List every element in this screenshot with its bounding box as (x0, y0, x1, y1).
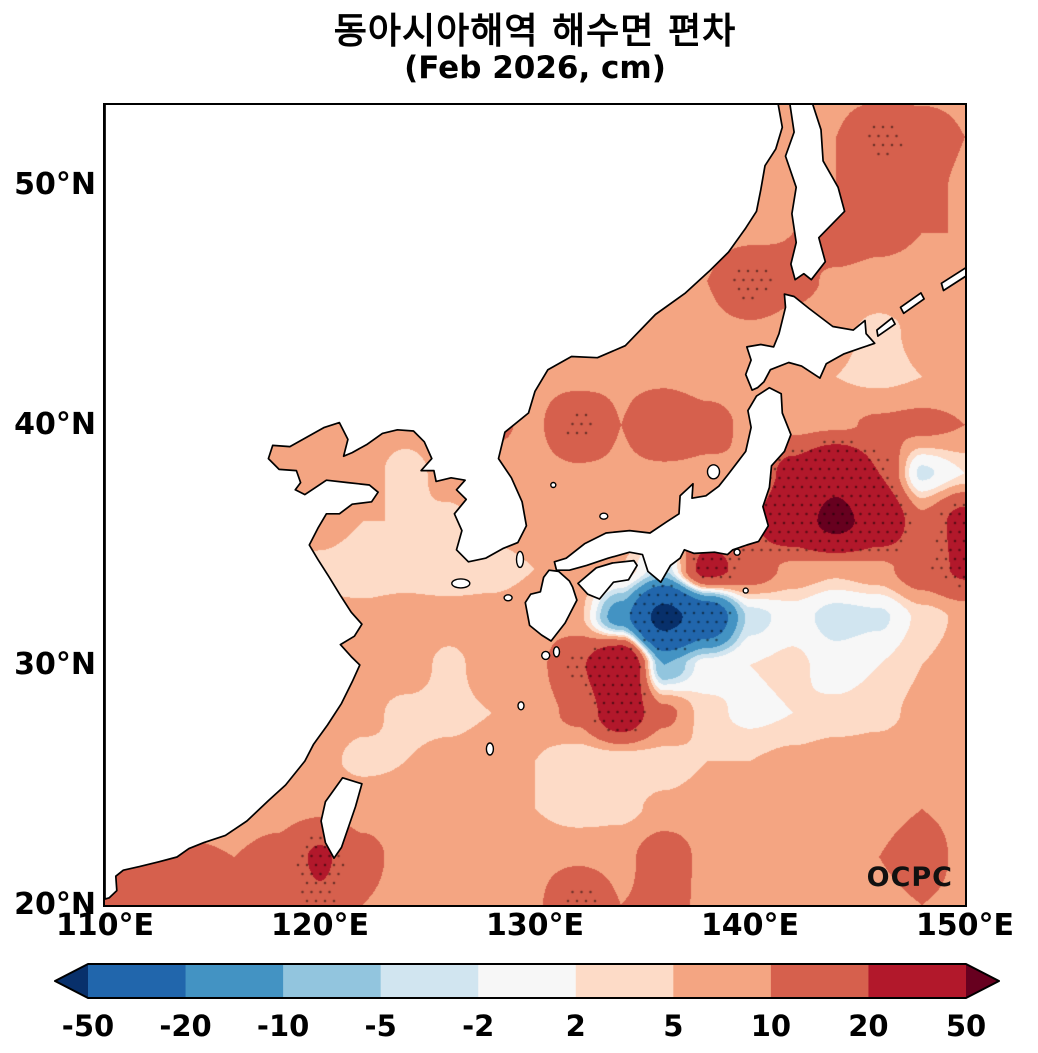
colorbar-tick-label: -10 (257, 1009, 309, 1043)
small-island (733, 548, 741, 556)
small-island (503, 594, 513, 602)
colorbar-segment (88, 964, 187, 998)
colorbar-segment (283, 964, 382, 998)
land-kuril-island (940, 267, 965, 292)
colorbar-tick-label: 20 (848, 1009, 888, 1043)
land-kyushu (524, 569, 578, 642)
colorbar-underflow-arrow (55, 964, 88, 998)
colorbar-tick-label: 50 (946, 1009, 986, 1043)
colorbar-segment (380, 964, 479, 998)
colorbar-tick-label: -5 (365, 1009, 397, 1043)
colorbar-segment (868, 964, 967, 998)
x-tick-label: 120°E (270, 908, 370, 943)
colorbar-tick-label: 5 (663, 1009, 683, 1043)
small-island (541, 650, 551, 661)
colorbar-overflow-arrow (966, 964, 999, 998)
land-taiwan (320, 776, 363, 860)
small-island (485, 742, 495, 756)
land-mainland-asia (105, 105, 784, 900)
colorbar-tick-label: -20 (159, 1009, 211, 1043)
y-tick-label: 40°N (14, 406, 96, 442)
colorbar-segment (478, 964, 577, 998)
watermark-ocpc: OCPC (866, 862, 953, 893)
small-island (552, 646, 561, 658)
chart-subtitle: (Feb 2026, cm) (404, 50, 666, 86)
small-island (517, 701, 525, 711)
x-tick-label: 110°E (55, 908, 155, 943)
colorbar-segment (770, 964, 869, 998)
y-tick-label: 20°N (14, 887, 96, 922)
small-island (550, 481, 557, 489)
land-shikoku (577, 559, 638, 600)
colorbar-tick-label: 10 (751, 1009, 791, 1043)
land-hokkaido (744, 293, 876, 391)
x-tick-label: 150°E (915, 908, 1015, 943)
chart-title: 동아시아해역 해수면 편차 (333, 11, 737, 52)
colorbar-segment (673, 964, 772, 998)
colorbar: -50 -20 -10 -5 -2 2 5 10 20 50 (54, 963, 1000, 1043)
coastline-overlay (105, 105, 965, 900)
small-island (515, 550, 525, 569)
colorbar-tick-label: -2 (462, 1009, 494, 1043)
land-kuril-island (876, 317, 896, 337)
y-tick-label: 50°N (14, 166, 96, 202)
small-island (742, 587, 749, 594)
small-island (706, 464, 721, 480)
map-plot-area: OCPC (103, 103, 967, 907)
colorbar-segment (185, 964, 284, 998)
small-island (451, 578, 471, 589)
land-kuril-island (899, 292, 925, 315)
colorbar-segment (575, 964, 674, 998)
y-tick-label: 30°N (14, 646, 96, 682)
land-honshu (553, 386, 792, 584)
colorbar-tick-label: -50 (62, 1009, 114, 1043)
small-island (599, 512, 609, 520)
colorbar-tick-label: 2 (566, 1009, 586, 1043)
colorbar-outline (54, 963, 1000, 999)
x-tick-label: 140°E (700, 908, 800, 943)
x-tick-label: 130°E (485, 908, 585, 943)
land-sakhalin (784, 105, 846, 281)
